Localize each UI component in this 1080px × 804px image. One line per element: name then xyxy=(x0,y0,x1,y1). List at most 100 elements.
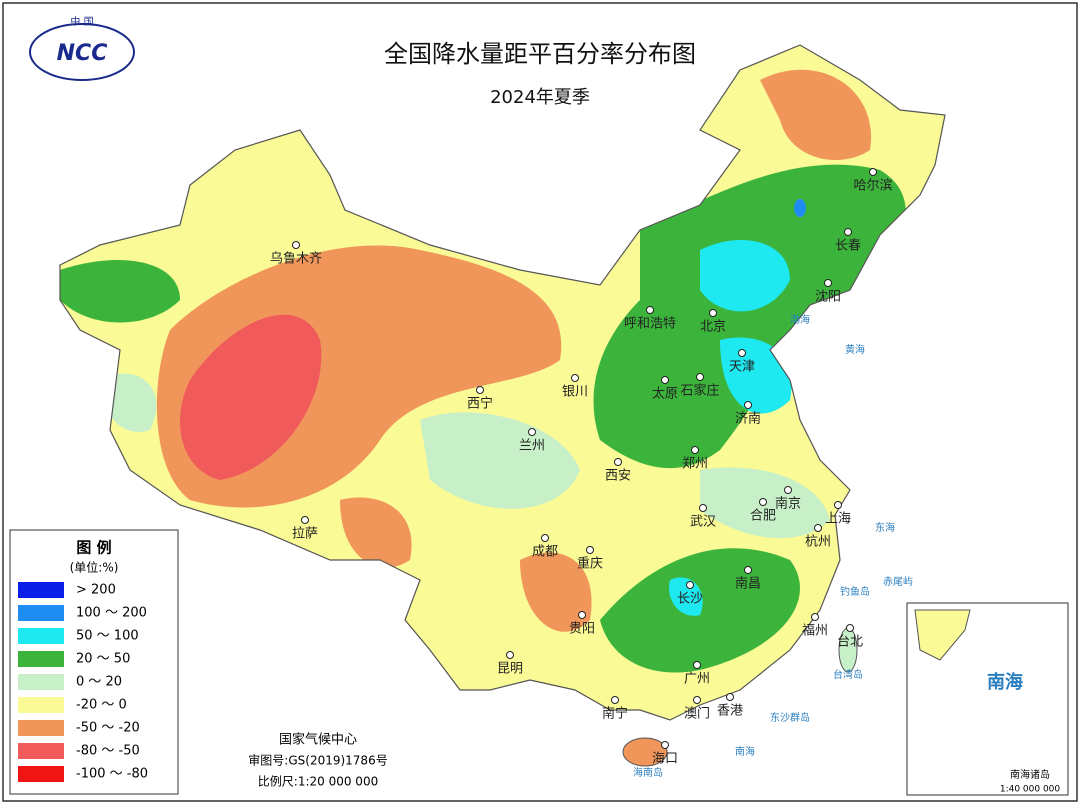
city-marker xyxy=(844,228,852,236)
sea-label: 东海 xyxy=(875,521,895,534)
city-label: 郑州 xyxy=(682,457,708,472)
city-marker xyxy=(869,168,877,176)
city-label: 台北 xyxy=(837,635,863,650)
city-label: 南宁 xyxy=(602,706,628,722)
city-label: 香港 xyxy=(717,704,743,719)
legend-swatch xyxy=(18,674,64,690)
legend-swatch xyxy=(18,628,64,644)
city-label: 杭州 xyxy=(805,535,831,550)
city-marker xyxy=(686,581,694,589)
sea-label: 渤海 xyxy=(790,313,810,326)
city-label: 长沙 xyxy=(677,592,703,607)
city-label: 贵阳 xyxy=(569,622,595,637)
legend-label: 20 ～ 50 xyxy=(76,652,130,667)
island xyxy=(622,737,668,767)
sea-label: 赤尾屿 xyxy=(883,576,913,588)
legend-label: 0 ～ 20 xyxy=(76,675,122,690)
city-marker xyxy=(541,534,549,542)
legend-unit: (单位:%) xyxy=(70,560,119,575)
legend-swatch xyxy=(18,766,64,782)
subtitle: 2024年夏季 xyxy=(490,87,590,108)
city-label: 福州 xyxy=(802,624,828,639)
city-marker xyxy=(693,661,701,669)
legend-label: -20 ～ 0 xyxy=(76,698,127,713)
city-marker xyxy=(693,696,701,704)
sea-label: 东沙群岛 xyxy=(770,711,810,724)
city-label: 沈阳 xyxy=(815,290,841,305)
city-marker xyxy=(578,611,586,619)
city-label: 哈尔滨 xyxy=(853,178,892,194)
legend-label: -50 ～ -20 xyxy=(76,721,140,736)
logo-top: 中 国 xyxy=(70,15,93,28)
city-marker xyxy=(824,279,832,287)
logo xyxy=(29,23,135,81)
city-marker xyxy=(834,501,842,509)
legend-title: 图 例 xyxy=(76,539,111,557)
legend-swatch xyxy=(18,582,64,598)
city-marker xyxy=(611,696,619,704)
city-marker xyxy=(738,349,746,357)
city-label: 海口 xyxy=(652,752,678,767)
city-label: 西宁 xyxy=(467,396,493,412)
legend-label: -80 ～ -50 xyxy=(76,744,140,759)
city-marker xyxy=(696,373,704,381)
sea-label: 钓鱼岛 xyxy=(840,585,870,598)
sea-label: 南海 xyxy=(735,745,755,758)
border xyxy=(59,44,946,721)
city-label: 呼和浩特 xyxy=(624,317,676,332)
city-label: 北京 xyxy=(700,320,726,335)
sea-label: 海南岛 xyxy=(633,766,663,779)
legend-label: 50 ～ 100 xyxy=(76,629,139,644)
city-label: 成都 xyxy=(532,545,558,560)
legend-label: 100 ～ 200 xyxy=(76,606,147,621)
inset-islands: 南海诸岛 xyxy=(1010,768,1050,781)
city-label: 昆明 xyxy=(497,662,523,677)
legend-swatch xyxy=(18,651,64,667)
title: 全国降水量距平百分率分布图 xyxy=(384,40,696,68)
city-marker xyxy=(614,458,622,466)
city-marker xyxy=(571,374,579,382)
city-label: 长春 xyxy=(835,239,861,254)
city-marker xyxy=(784,486,792,494)
legend-swatch xyxy=(18,697,64,713)
sea-label: 台湾岛 xyxy=(833,668,863,681)
city-marker xyxy=(292,241,300,249)
city-marker xyxy=(726,693,734,701)
city-marker xyxy=(661,376,669,384)
city-label: 西安 xyxy=(605,469,631,484)
city-label: 广州 xyxy=(684,672,710,687)
agency: 国家气候中心 xyxy=(279,732,357,748)
legend-label: -100 ～ -80 xyxy=(76,767,148,782)
logo-text: NCC xyxy=(57,41,108,66)
scale: 比例尺:1:20 000 000 xyxy=(258,775,378,789)
sea-label: 黄海 xyxy=(845,343,865,356)
city-label: 上海 xyxy=(825,512,851,527)
city-label: 重庆 xyxy=(577,556,603,572)
city-label: 乌鲁木齐 xyxy=(270,251,322,267)
city-label: 南昌 xyxy=(735,576,761,592)
city-marker xyxy=(744,566,752,574)
city-marker xyxy=(661,741,669,749)
city-label: 太原 xyxy=(652,387,678,402)
city-marker xyxy=(476,386,484,394)
city-label: 石家庄 xyxy=(680,383,719,399)
legend-swatch xyxy=(18,720,64,736)
city-marker xyxy=(506,651,514,659)
city-label: 南京 xyxy=(775,496,801,512)
city-marker xyxy=(528,428,536,436)
city-marker xyxy=(846,624,854,632)
city-label: 合肥 xyxy=(750,509,776,524)
inset-label: 南海 xyxy=(987,671,1023,693)
legend-swatch xyxy=(18,605,64,621)
city-marker xyxy=(586,546,594,554)
city-label: 银川 xyxy=(562,385,588,400)
inset-coast xyxy=(914,609,971,661)
city-marker xyxy=(646,306,654,314)
city-marker xyxy=(814,524,822,532)
city-marker xyxy=(709,309,717,317)
city-marker xyxy=(301,516,309,524)
approval: 审图号:GS(2019)1786号 xyxy=(248,753,387,768)
city-label: 武汉 xyxy=(690,515,716,530)
